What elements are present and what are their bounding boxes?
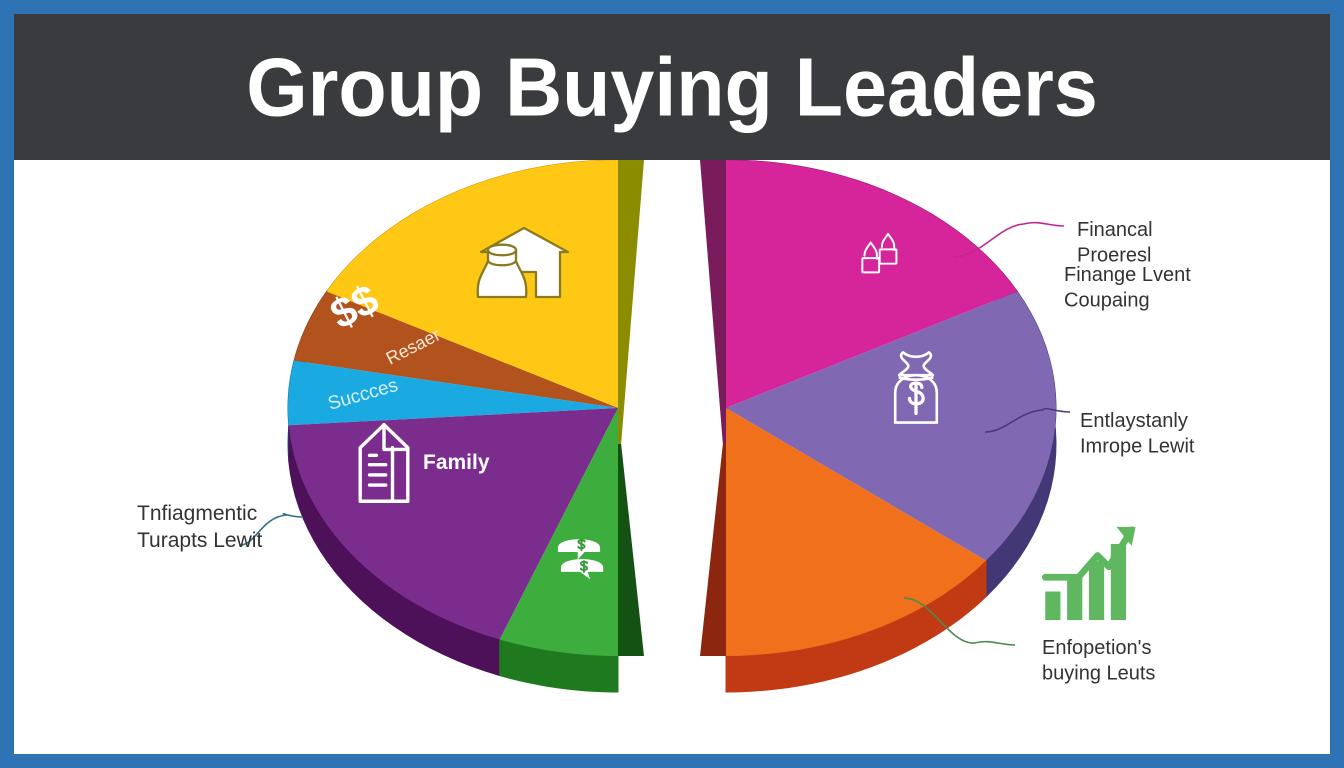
svg-text:Family: Family — [423, 451, 490, 474]
